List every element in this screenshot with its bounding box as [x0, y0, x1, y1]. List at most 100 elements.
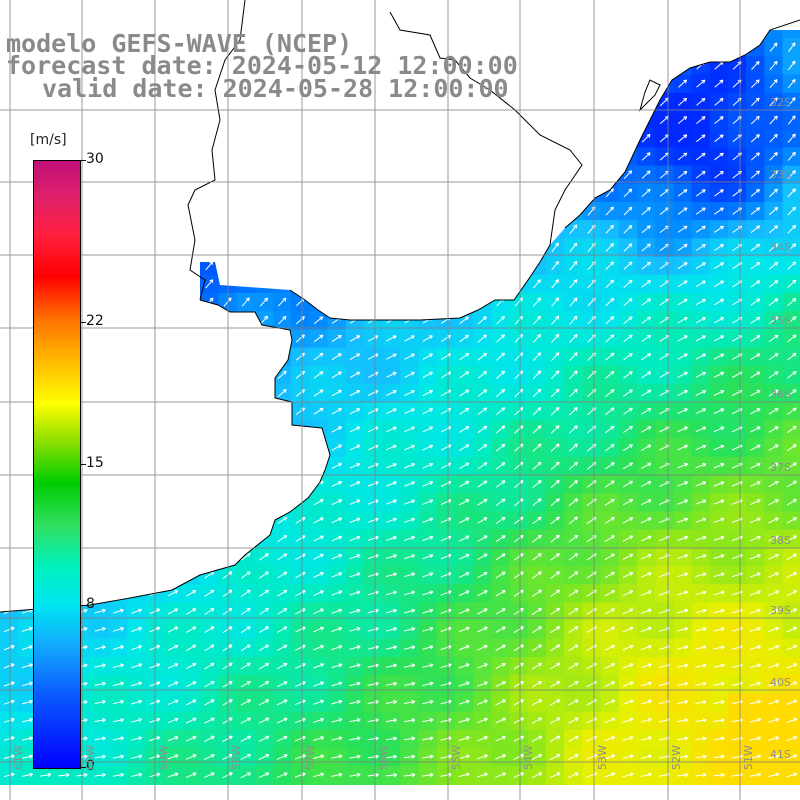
wind-arrow [676, 772, 689, 778]
wind-arrow [367, 608, 379, 614]
latitude-label: 33S [770, 168, 791, 181]
wind-arrow [204, 754, 215, 760]
colorbar-tick-mark [80, 767, 86, 768]
wind-arrow [476, 736, 488, 742]
wind-arrow [385, 535, 397, 541]
longitude-label: 51W [742, 745, 755, 770]
wind-arrow [677, 116, 688, 124]
wind-arrow [622, 517, 634, 524]
wind-arrow [605, 334, 615, 343]
wind-arrow [477, 535, 488, 542]
wind-arrow [787, 115, 796, 125]
wind-arrow [641, 298, 651, 306]
wind-arrow [750, 517, 761, 524]
latitude-label: 41S [770, 748, 791, 761]
wind-arrow [623, 426, 633, 433]
wind-arrow [112, 681, 124, 687]
wind-arrow [641, 334, 652, 343]
wind-arrow [604, 462, 615, 470]
wind-arrow [677, 335, 688, 342]
wind-arrow [677, 225, 688, 233]
wind-arrow [695, 225, 706, 233]
wind-arrow [532, 407, 542, 416]
wind-arrow [677, 572, 689, 578]
wind-arrow [714, 134, 724, 143]
wind-arrow [750, 535, 761, 542]
wind-arrow [695, 772, 707, 778]
wind-arrow [349, 353, 361, 360]
wind-arrow [713, 517, 725, 523]
wind-arrow [550, 662, 561, 670]
wind-arrow [532, 553, 542, 561]
wind-arrow [167, 754, 179, 760]
wind-arrow [167, 644, 179, 651]
wind-arrow [477, 425, 488, 434]
wind-arrow [623, 352, 633, 361]
wind-arrow [349, 535, 361, 542]
wind-arrow [713, 754, 725, 759]
wind-arrow [385, 754, 398, 759]
wind-arrow [422, 699, 434, 705]
wind-arrow [313, 772, 325, 778]
wind-arrow [422, 426, 434, 433]
wind-arrow [622, 772, 634, 778]
wind-arrow [276, 717, 288, 724]
wind-arrow [768, 754, 780, 759]
wind-arrow [623, 407, 633, 415]
wind-arrow [495, 644, 506, 651]
wind-arrow [331, 663, 343, 669]
wind-arrow [349, 426, 361, 433]
wind-arrow [786, 699, 798, 705]
wind-arrow [240, 735, 252, 742]
wind-arrow [640, 736, 652, 741]
wind-arrow [495, 681, 506, 688]
wind-arrow [786, 754, 798, 760]
longitude-label: 59W [157, 745, 170, 770]
wind-arrow [112, 772, 125, 777]
wind-arrow [331, 371, 342, 379]
wind-arrow [495, 443, 506, 452]
wind-arrow [695, 517, 707, 523]
wind-arrow [695, 317, 706, 324]
wind-arrow [331, 681, 343, 687]
wind-arrow [477, 407, 488, 416]
wind-arrow [313, 499, 324, 506]
wind-arrow [713, 444, 725, 451]
wind-arrow [349, 681, 361, 687]
wind-arrow [477, 626, 488, 633]
wind-arrow [786, 499, 797, 506]
wind-arrow [750, 316, 761, 324]
wind-arrow [495, 553, 506, 561]
wind-arrow [605, 224, 614, 234]
wind-arrow [695, 718, 707, 723]
wind-arrow [204, 589, 215, 597]
wind-arrow [604, 535, 615, 543]
wind-arrow [695, 554, 707, 559]
wind-arrow [640, 517, 652, 524]
wind-arrow [677, 390, 688, 397]
wind-arrow [787, 78, 796, 89]
wind-arrow [94, 754, 106, 759]
wind-arrow [495, 590, 506, 597]
wind-arrow [167, 699, 179, 706]
wind-arrow [385, 572, 397, 578]
wind-arrow [786, 663, 798, 669]
wind-arrow [787, 133, 796, 143]
wind-arrow [696, 116, 706, 124]
wind-arrow [58, 772, 70, 778]
wind-arrow [477, 334, 487, 343]
wind-arrow [605, 389, 615, 397]
wind-arrow [404, 481, 415, 487]
wind-arrow [641, 133, 651, 143]
wind-arrow [422, 736, 434, 741]
wind-arrow [94, 663, 106, 668]
colorbar-tick-label: 8 [86, 596, 95, 613]
wind-arrow [459, 480, 470, 488]
wind-arrow [403, 645, 416, 650]
wind-arrow [495, 717, 506, 724]
wind-arrow [750, 572, 761, 578]
wind-arrow [3, 681, 15, 687]
wind-arrow [640, 772, 652, 777]
